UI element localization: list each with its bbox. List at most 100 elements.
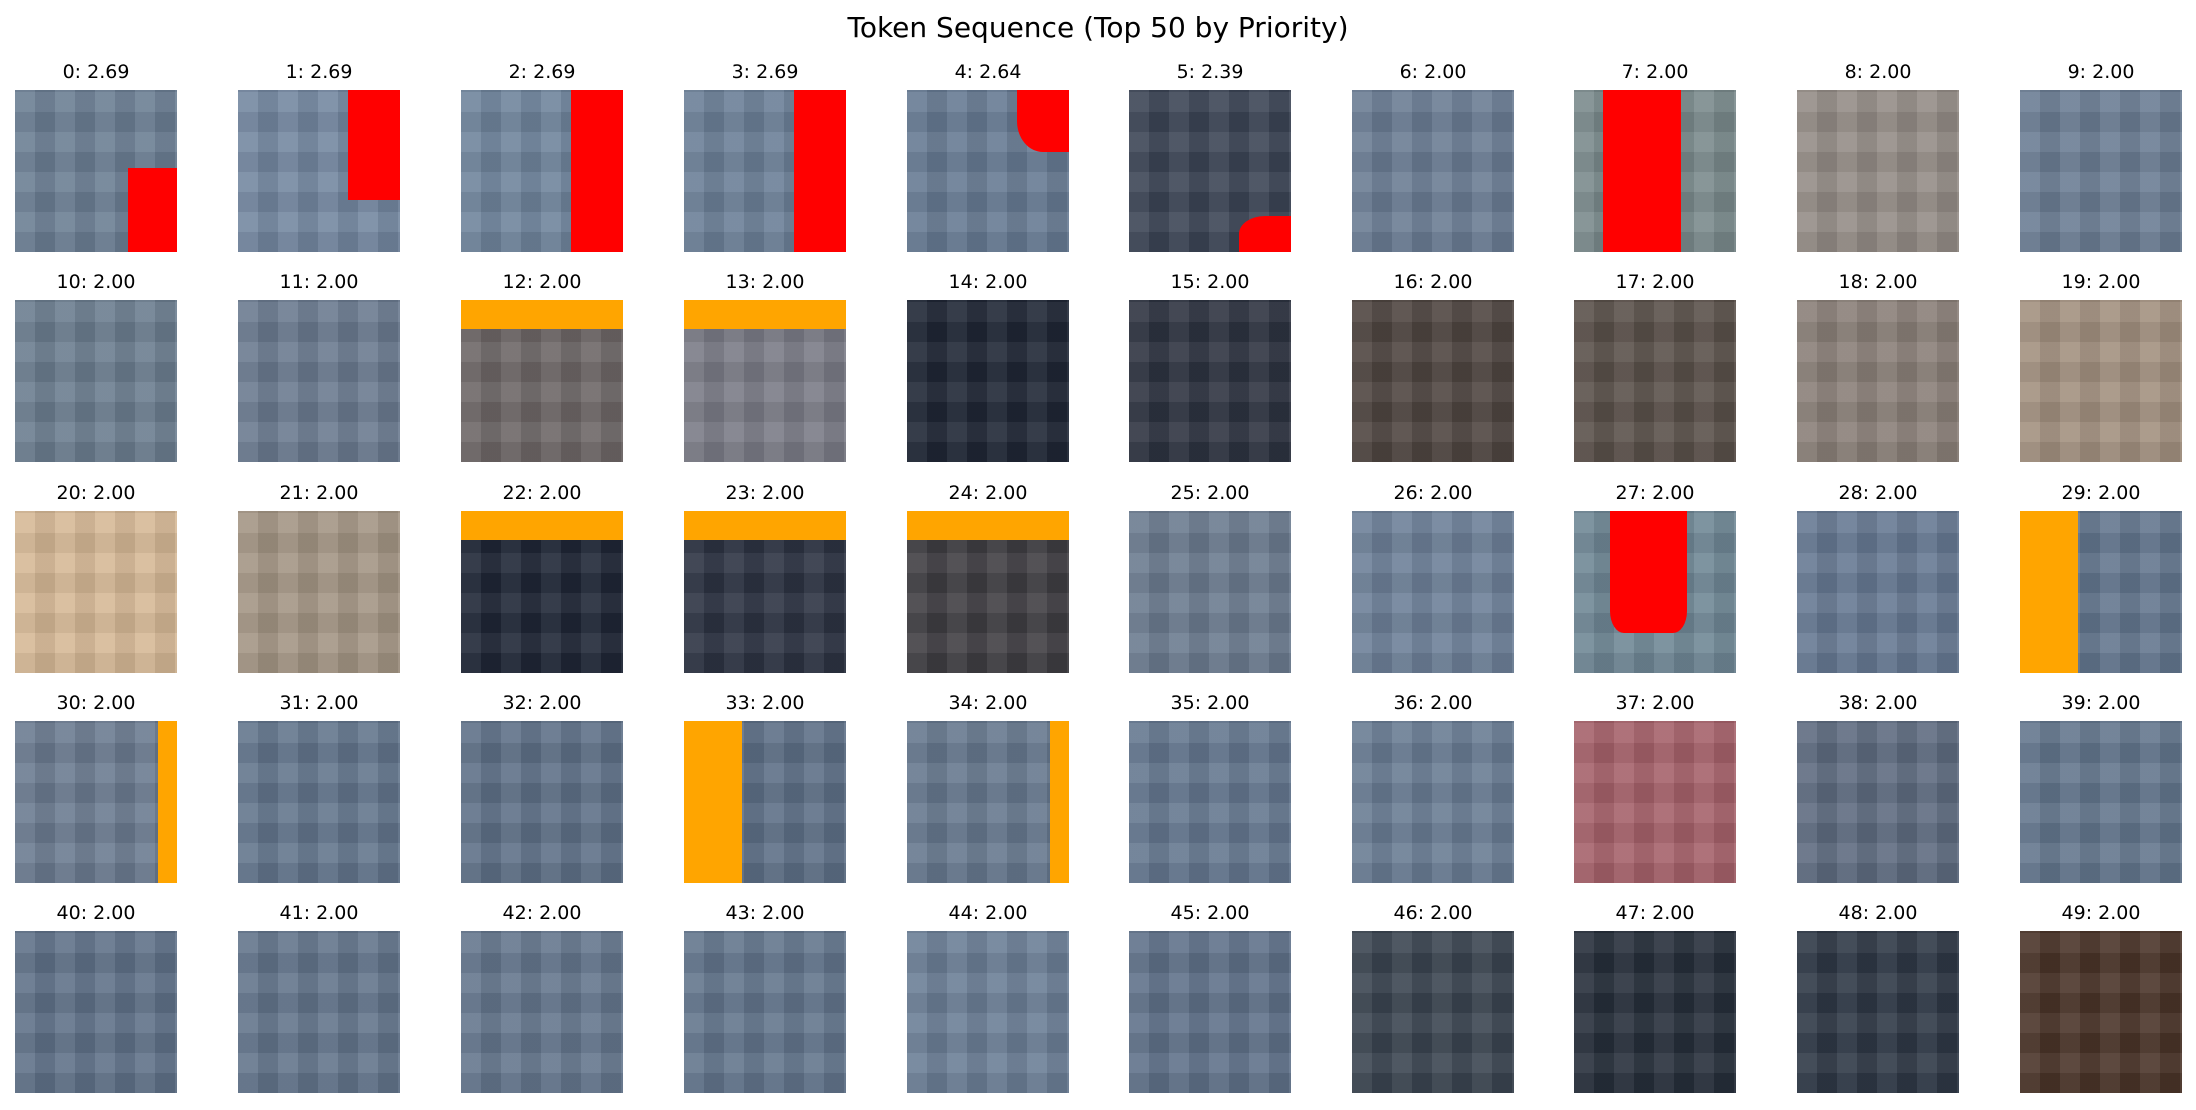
token-label: 25: 2.00 [1170, 482, 1250, 504]
token-label: 13: 2.00 [725, 271, 805, 293]
token-patch [1574, 300, 1736, 462]
token-highlight [461, 300, 623, 330]
token-cell: 35: 2.00 [1129, 691, 1291, 883]
token-patch [1797, 90, 1959, 252]
token-patch [2020, 90, 2182, 252]
token-patch [238, 511, 400, 673]
token-cell: 33: 2.00 [684, 691, 846, 883]
token-label: 3: 2.69 [731, 61, 799, 83]
token-highlight [1017, 90, 1069, 152]
token-cell: 4: 2.64 [907, 60, 1069, 252]
token-highlight [1609, 511, 1688, 633]
token-patch [684, 90, 846, 252]
token-patch [1129, 931, 1291, 1093]
token-patch [461, 721, 623, 883]
token-cell: 6: 2.00 [1352, 60, 1514, 252]
token-patch [1129, 511, 1291, 673]
token-highlight [794, 90, 846, 252]
token-label: 46: 2.00 [1393, 902, 1473, 924]
token-patch [907, 90, 1069, 252]
token-label: 14: 2.00 [948, 271, 1028, 293]
token-cell: 11: 2.00 [238, 270, 400, 462]
token-patch [1797, 511, 1959, 673]
token-patch [1797, 931, 1959, 1093]
token-patch [907, 931, 1069, 1093]
token-cell: 23: 2.00 [684, 481, 846, 673]
token-patch [1797, 721, 1959, 883]
token-label: 40: 2.00 [56, 902, 136, 924]
token-cell: 19: 2.00 [2020, 270, 2182, 462]
token-label: 28: 2.00 [1838, 482, 1918, 504]
token-label: 4: 2.64 [954, 61, 1022, 83]
token-cell: 10: 2.00 [15, 270, 177, 462]
token-patch [684, 931, 846, 1093]
token-label: 41: 2.00 [279, 902, 359, 924]
token-cell: 32: 2.00 [461, 691, 623, 883]
token-label: 12: 2.00 [502, 271, 582, 293]
token-cell: 22: 2.00 [461, 481, 623, 673]
token-cell: 17: 2.00 [1574, 270, 1736, 462]
token-patch [461, 931, 623, 1093]
token-label: 44: 2.00 [948, 902, 1028, 924]
token-cell: 8: 2.00 [1797, 60, 1959, 252]
token-cell: 49: 2.00 [2020, 901, 2182, 1093]
token-patch [907, 300, 1069, 462]
token-label: 11: 2.00 [279, 271, 359, 293]
token-patch [1129, 300, 1291, 462]
token-highlight [1239, 216, 1291, 252]
token-label: 43: 2.00 [725, 902, 805, 924]
token-patch [238, 300, 400, 462]
token-cell: 7: 2.00 [1574, 60, 1736, 252]
figure-title: Token Sequence (Top 50 by Priority) [847, 11, 1349, 44]
token-patch [1352, 721, 1514, 883]
token-highlight [461, 511, 623, 541]
token-highlight [1049, 721, 1069, 883]
token-cell: 25: 2.00 [1129, 481, 1291, 673]
token-label: 36: 2.00 [1393, 692, 1473, 714]
token-label: 15: 2.00 [1170, 271, 1250, 293]
token-cell: 18: 2.00 [1797, 270, 1959, 462]
token-label: 5: 2.39 [1176, 61, 1244, 83]
token-label: 29: 2.00 [2061, 482, 2141, 504]
token-cell: 36: 2.00 [1352, 691, 1514, 883]
token-patch [238, 931, 400, 1093]
token-patch [461, 90, 623, 252]
token-cell: 45: 2.00 [1129, 901, 1291, 1093]
token-label: 20: 2.00 [56, 482, 136, 504]
token-cell: 21: 2.00 [238, 481, 400, 673]
token-label: 48: 2.00 [1838, 902, 1918, 924]
token-cell: 14: 2.00 [907, 270, 1069, 462]
token-cell: 39: 2.00 [2020, 691, 2182, 883]
token-patch [15, 721, 177, 883]
token-label: 22: 2.00 [502, 482, 582, 504]
token-label: 1: 2.69 [285, 61, 353, 83]
token-cell: 38: 2.00 [1797, 691, 1959, 883]
token-label: 8: 2.00 [1844, 61, 1912, 83]
token-cell: 26: 2.00 [1352, 481, 1514, 673]
token-cell: 20: 2.00 [15, 481, 177, 673]
token-patch [1352, 300, 1514, 462]
token-label: 23: 2.00 [725, 482, 805, 504]
token-patch [15, 511, 177, 673]
token-highlight [907, 511, 1069, 541]
token-label: 31: 2.00 [279, 692, 359, 714]
token-patch [907, 511, 1069, 673]
token-cell: 42: 2.00 [461, 901, 623, 1093]
token-highlight [2020, 511, 2079, 673]
token-label: 42: 2.00 [502, 902, 582, 924]
token-label: 18: 2.00 [1838, 271, 1918, 293]
token-label: 32: 2.00 [502, 692, 582, 714]
token-patch [238, 721, 400, 883]
token-highlight [684, 511, 846, 541]
token-patch [2020, 721, 2182, 883]
token-label: 39: 2.00 [2061, 692, 2141, 714]
token-cell: 41: 2.00 [238, 901, 400, 1093]
token-label: 33: 2.00 [725, 692, 805, 714]
token-label: 27: 2.00 [1615, 482, 1695, 504]
token-label: 35: 2.00 [1170, 692, 1250, 714]
token-label: 49: 2.00 [2061, 902, 2141, 924]
token-patch [684, 511, 846, 673]
token-cell: 1: 2.69 [238, 60, 400, 252]
token-cell: 27: 2.00 [1574, 481, 1736, 673]
